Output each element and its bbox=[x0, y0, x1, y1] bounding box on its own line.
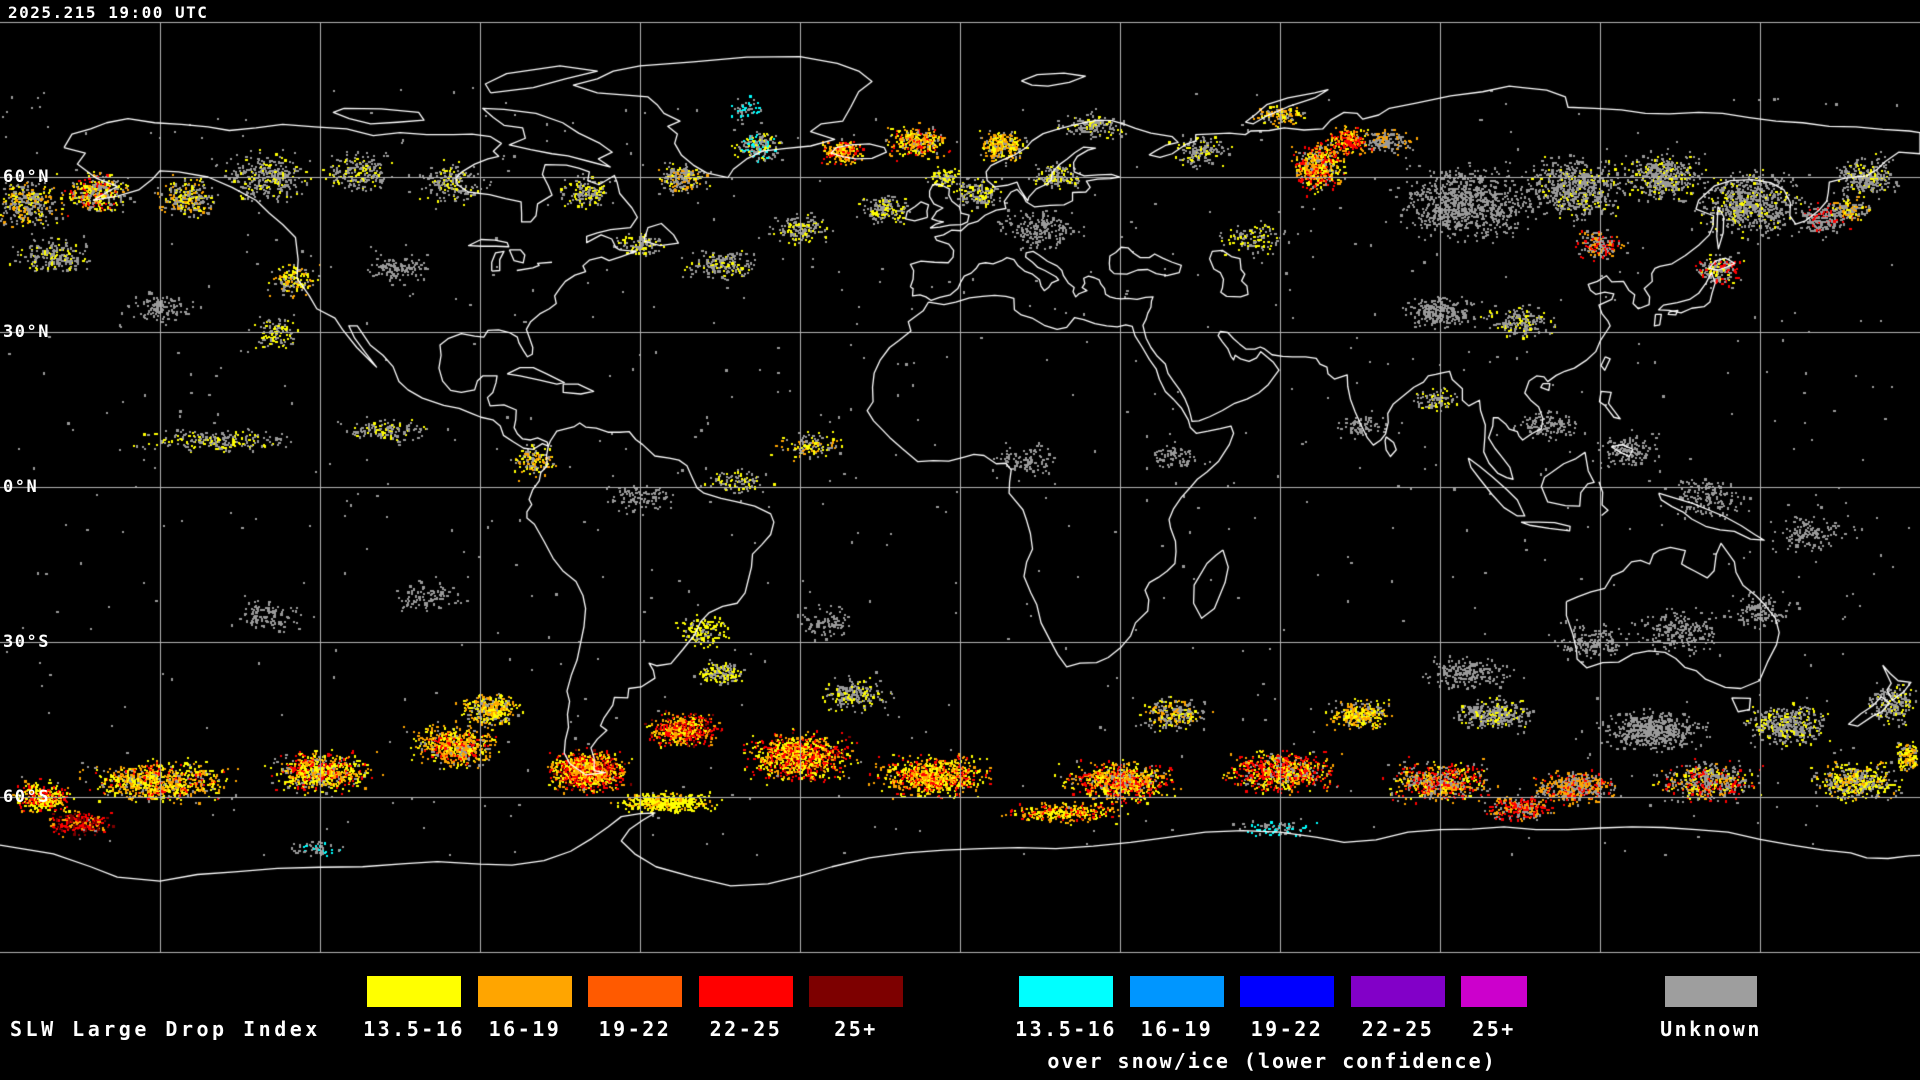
legend-unknown-label: Unknown bbox=[1660, 1017, 1762, 1041]
legend-range-label: 13.5-16 bbox=[1015, 1017, 1117, 1041]
legend-swatch-25+ bbox=[1461, 976, 1527, 1007]
legend-swatch-25+ bbox=[809, 976, 903, 1007]
timestamp: 2025.215 19:00 UTC bbox=[8, 3, 209, 22]
snow-ice-caption: over snow/ice (lower confidence) bbox=[1047, 1049, 1497, 1073]
lat-label-30N: 30°N bbox=[3, 322, 50, 342]
legend-range-label: 16-19 bbox=[488, 1017, 562, 1041]
legend-swatch-13.5-16 bbox=[367, 976, 461, 1007]
lat-label-0N: 0°N bbox=[3, 477, 39, 497]
lat-label-60S: 60°S bbox=[3, 787, 50, 807]
legend-range-label: 19-22 bbox=[1250, 1017, 1324, 1041]
legend-range-label: 16-19 bbox=[1140, 1017, 1214, 1041]
legend-swatch-16-19 bbox=[1130, 976, 1224, 1007]
legend-title: SLW Large Drop Index bbox=[10, 1017, 321, 1041]
legend-range-label: 19-22 bbox=[598, 1017, 672, 1041]
legend-swatch-16-19 bbox=[478, 976, 572, 1007]
lat-label-30S: 30°S bbox=[3, 632, 50, 652]
legend-swatch-19-22 bbox=[588, 976, 682, 1007]
legend-range-label: 22-25 bbox=[1361, 1017, 1435, 1041]
legend-range-label: 25+ bbox=[1472, 1017, 1516, 1041]
lat-label-60N: 60°N bbox=[3, 167, 50, 187]
legend-swatch-13.5-16 bbox=[1019, 976, 1113, 1007]
legend-range-label: 13.5-16 bbox=[363, 1017, 465, 1041]
legend-swatch-22-25 bbox=[1351, 976, 1445, 1007]
legend-swatch-unknown bbox=[1665, 976, 1757, 1007]
legend-range-label: 22-25 bbox=[709, 1017, 783, 1041]
world-map-canvas bbox=[0, 0, 1920, 962]
legend-swatch-19-22 bbox=[1240, 976, 1334, 1007]
legend-range-label: 25+ bbox=[834, 1017, 878, 1041]
legend-swatch-22-25 bbox=[699, 976, 793, 1007]
